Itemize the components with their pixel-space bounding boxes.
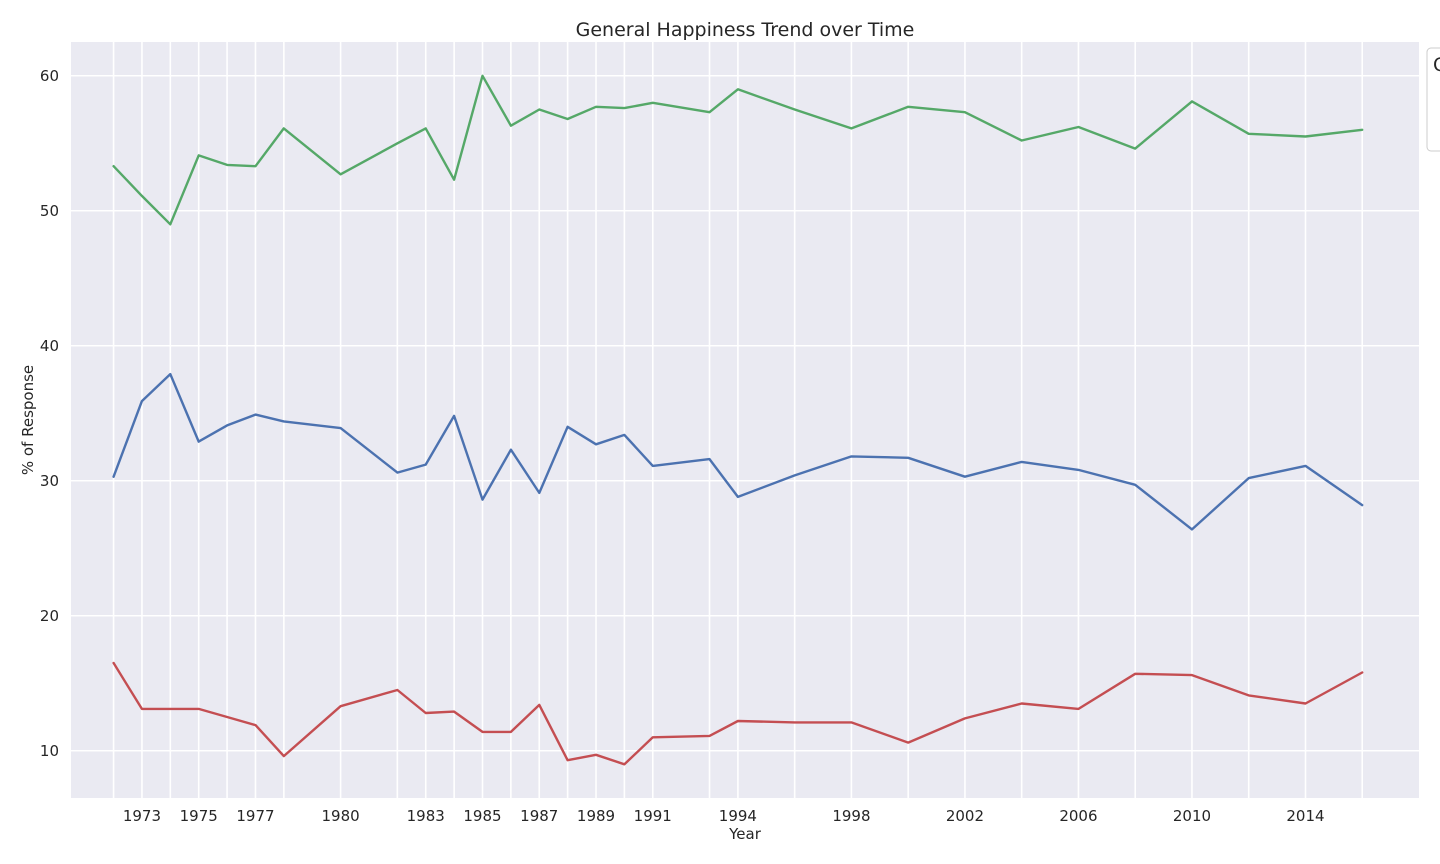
x-tick-label: 2010 — [1173, 807, 1211, 825]
x-tick-label: 1977 — [236, 807, 274, 825]
series-line-2 — [112, 372, 1364, 531]
y-tick-label: 30 — [40, 472, 59, 490]
y-tick-label: 50 — [40, 202, 59, 220]
y-axis-label: % of Response — [19, 365, 37, 475]
chart-title: General Happiness Trend over Time — [576, 19, 915, 41]
x-tick-label: 1973 — [123, 807, 161, 825]
x-tick-label: 1975 — [180, 807, 218, 825]
x-tick-label: 1987 — [520, 807, 558, 825]
y-axis-ticks: 10 20 30 40 50 60 — [40, 67, 59, 760]
y-tick-label: 60 — [40, 67, 59, 85]
x-tick-label: 1983 — [407, 807, 445, 825]
legend-frame — [1426, 47, 1440, 152]
x-tick-label: 2014 — [1286, 807, 1324, 825]
series-lines — [112, 74, 1364, 766]
x-tick-label: 1991 — [634, 807, 672, 825]
x-tick-label: 1980 — [322, 807, 360, 825]
plot-area — [71, 42, 1419, 798]
gridlines — [71, 42, 1419, 798]
series-line-1 — [112, 74, 1364, 226]
x-tick-label: 1985 — [463, 807, 501, 825]
x-tick-label: 2006 — [1059, 807, 1097, 825]
legend: C — [1426, 47, 1440, 152]
x-axis-ticks: 1973 1975 1977 1980 1983 1985 1987 1989 1991 1994… — [123, 807, 1325, 825]
x-axis-label: Year — [728, 825, 762, 843]
x-tick-label: 1998 — [832, 807, 870, 825]
y-tick-label: 10 — [40, 742, 59, 760]
y-tick-label: 40 — [40, 337, 59, 355]
series-line-3 — [112, 661, 1364, 766]
x-tick-label: 1989 — [577, 807, 615, 825]
y-tick-label: 20 — [40, 607, 59, 625]
legend-title: C — [1433, 54, 1440, 76]
x-tick-label: 2002 — [946, 807, 984, 825]
x-tick-label: 1994 — [719, 807, 757, 825]
